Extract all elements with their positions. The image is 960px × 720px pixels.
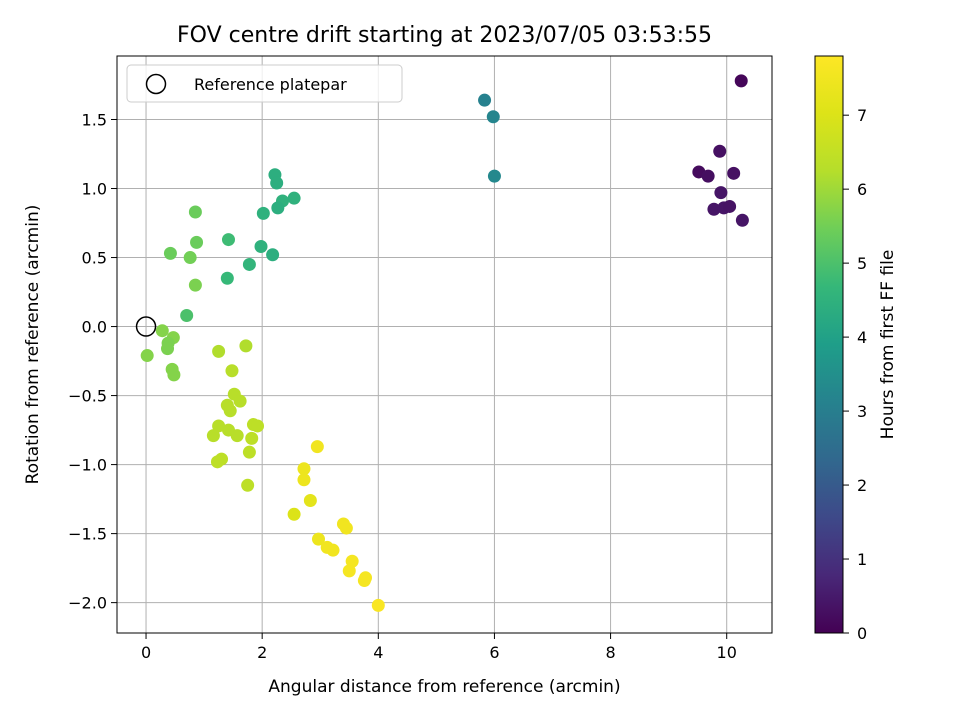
x-tick-label: 6 [489, 643, 499, 662]
data-point [245, 431, 259, 445]
grid-lines [117, 56, 772, 633]
x-axis-label: Angular distance from reference (arcmin) [268, 677, 620, 697]
data-point [167, 368, 181, 382]
data-point [206, 429, 220, 443]
data-point [723, 199, 737, 213]
x-tick-label: 8 [605, 643, 615, 662]
data-point [701, 169, 715, 183]
reference-platepar-marker [135, 316, 157, 337]
y-tick-label: −2.0 [68, 594, 107, 613]
data-point [357, 574, 371, 588]
colorbar-tick-label: 2 [857, 476, 867, 495]
colorbar-tick-label: 4 [857, 328, 867, 347]
legend-box [126, 64, 403, 103]
data-point [310, 440, 324, 454]
data-point [342, 564, 356, 578]
chart-title: FOV centre drift starting at 2023/07/05 … [177, 23, 712, 48]
data-point [727, 166, 741, 180]
data-point [256, 206, 270, 220]
reference-layer [135, 316, 157, 337]
x-tick-label: 2 [257, 643, 267, 662]
y-tick-label: −0.5 [68, 387, 107, 406]
data-point [140, 349, 154, 363]
y-tick-label: 0.5 [82, 249, 107, 268]
data-point [266, 248, 280, 262]
data-point [487, 169, 501, 183]
data-point [287, 191, 301, 205]
x-tick-label: 4 [373, 643, 383, 662]
legend: Reference platepar [126, 64, 403, 103]
y-tick-label: −1.5 [68, 525, 107, 544]
legend-marker-open-circle [145, 73, 167, 95]
data-point [326, 543, 340, 557]
data-point [707, 202, 721, 216]
axis-ticks: 0 2 4 6 8 10 −2.0 −1.5 −1.0 −0.5 0.0 0.5 1.0 1.5 [68, 110, 737, 662]
data-points [140, 74, 749, 612]
colorbar-label: Hours from first FF file [878, 250, 898, 440]
colorbar-tick-label: 0 [857, 624, 867, 643]
colorbar-tick-label: 7 [857, 106, 867, 125]
legend-label: Reference platepar [194, 75, 347, 94]
y-tick-label: 1.5 [82, 110, 107, 129]
data-point [254, 239, 268, 253]
colorbar-tick-label: 3 [857, 402, 867, 421]
data-point [233, 394, 247, 408]
data-point [188, 205, 202, 219]
y-axis-label: Rotation from reference (arcmin) [23, 205, 43, 485]
data-point [735, 213, 749, 227]
colorbar-tick-label: 1 [857, 550, 867, 569]
data-point [220, 271, 234, 285]
data-point [486, 110, 500, 124]
y-tick-label: −1.0 [68, 456, 107, 475]
x-tick-label: 10 [717, 643, 737, 662]
data-point [287, 507, 301, 521]
data-point [212, 419, 226, 433]
data-point [239, 339, 253, 353]
data-point [714, 186, 728, 200]
colorbar-ticks: 0 1 2 3 4 5 6 7 [843, 106, 867, 643]
data-point [188, 278, 202, 292]
colorbar-tick-label: 6 [857, 180, 867, 199]
data-point [155, 324, 169, 338]
y-tick-label: 1.0 [82, 180, 107, 199]
data-point [339, 521, 353, 535]
data-point [221, 233, 235, 247]
data-point [210, 455, 224, 469]
plot-frame [116, 55, 773, 634]
data-point [242, 257, 256, 271]
y-tick-label: 0.0 [82, 318, 107, 337]
data-point [303, 493, 317, 507]
colorbar-tick-label: 5 [857, 254, 867, 273]
data-point [225, 364, 239, 378]
data-point [212, 344, 226, 358]
data-point [271, 201, 285, 215]
data-point [190, 235, 204, 249]
data-point [251, 419, 265, 433]
data-point [242, 445, 256, 459]
data-point [734, 74, 748, 88]
data-point [371, 598, 385, 612]
data-point [297, 473, 311, 487]
data-point [161, 342, 175, 356]
data-point [713, 144, 727, 158]
data-point [270, 176, 284, 190]
data-point [180, 309, 194, 323]
data-point [183, 251, 197, 265]
data-point [163, 246, 177, 260]
colorbar-gradient [814, 55, 844, 634]
data-point [241, 478, 255, 492]
data-point [297, 462, 311, 476]
data-point [478, 93, 492, 107]
data-point [311, 532, 325, 546]
colorbar: 0 1 2 3 4 5 6 7 Hours from first FF file [814, 55, 898, 643]
data-point [223, 404, 237, 418]
data-point [230, 429, 244, 443]
x-tick-label: 0 [141, 643, 151, 662]
